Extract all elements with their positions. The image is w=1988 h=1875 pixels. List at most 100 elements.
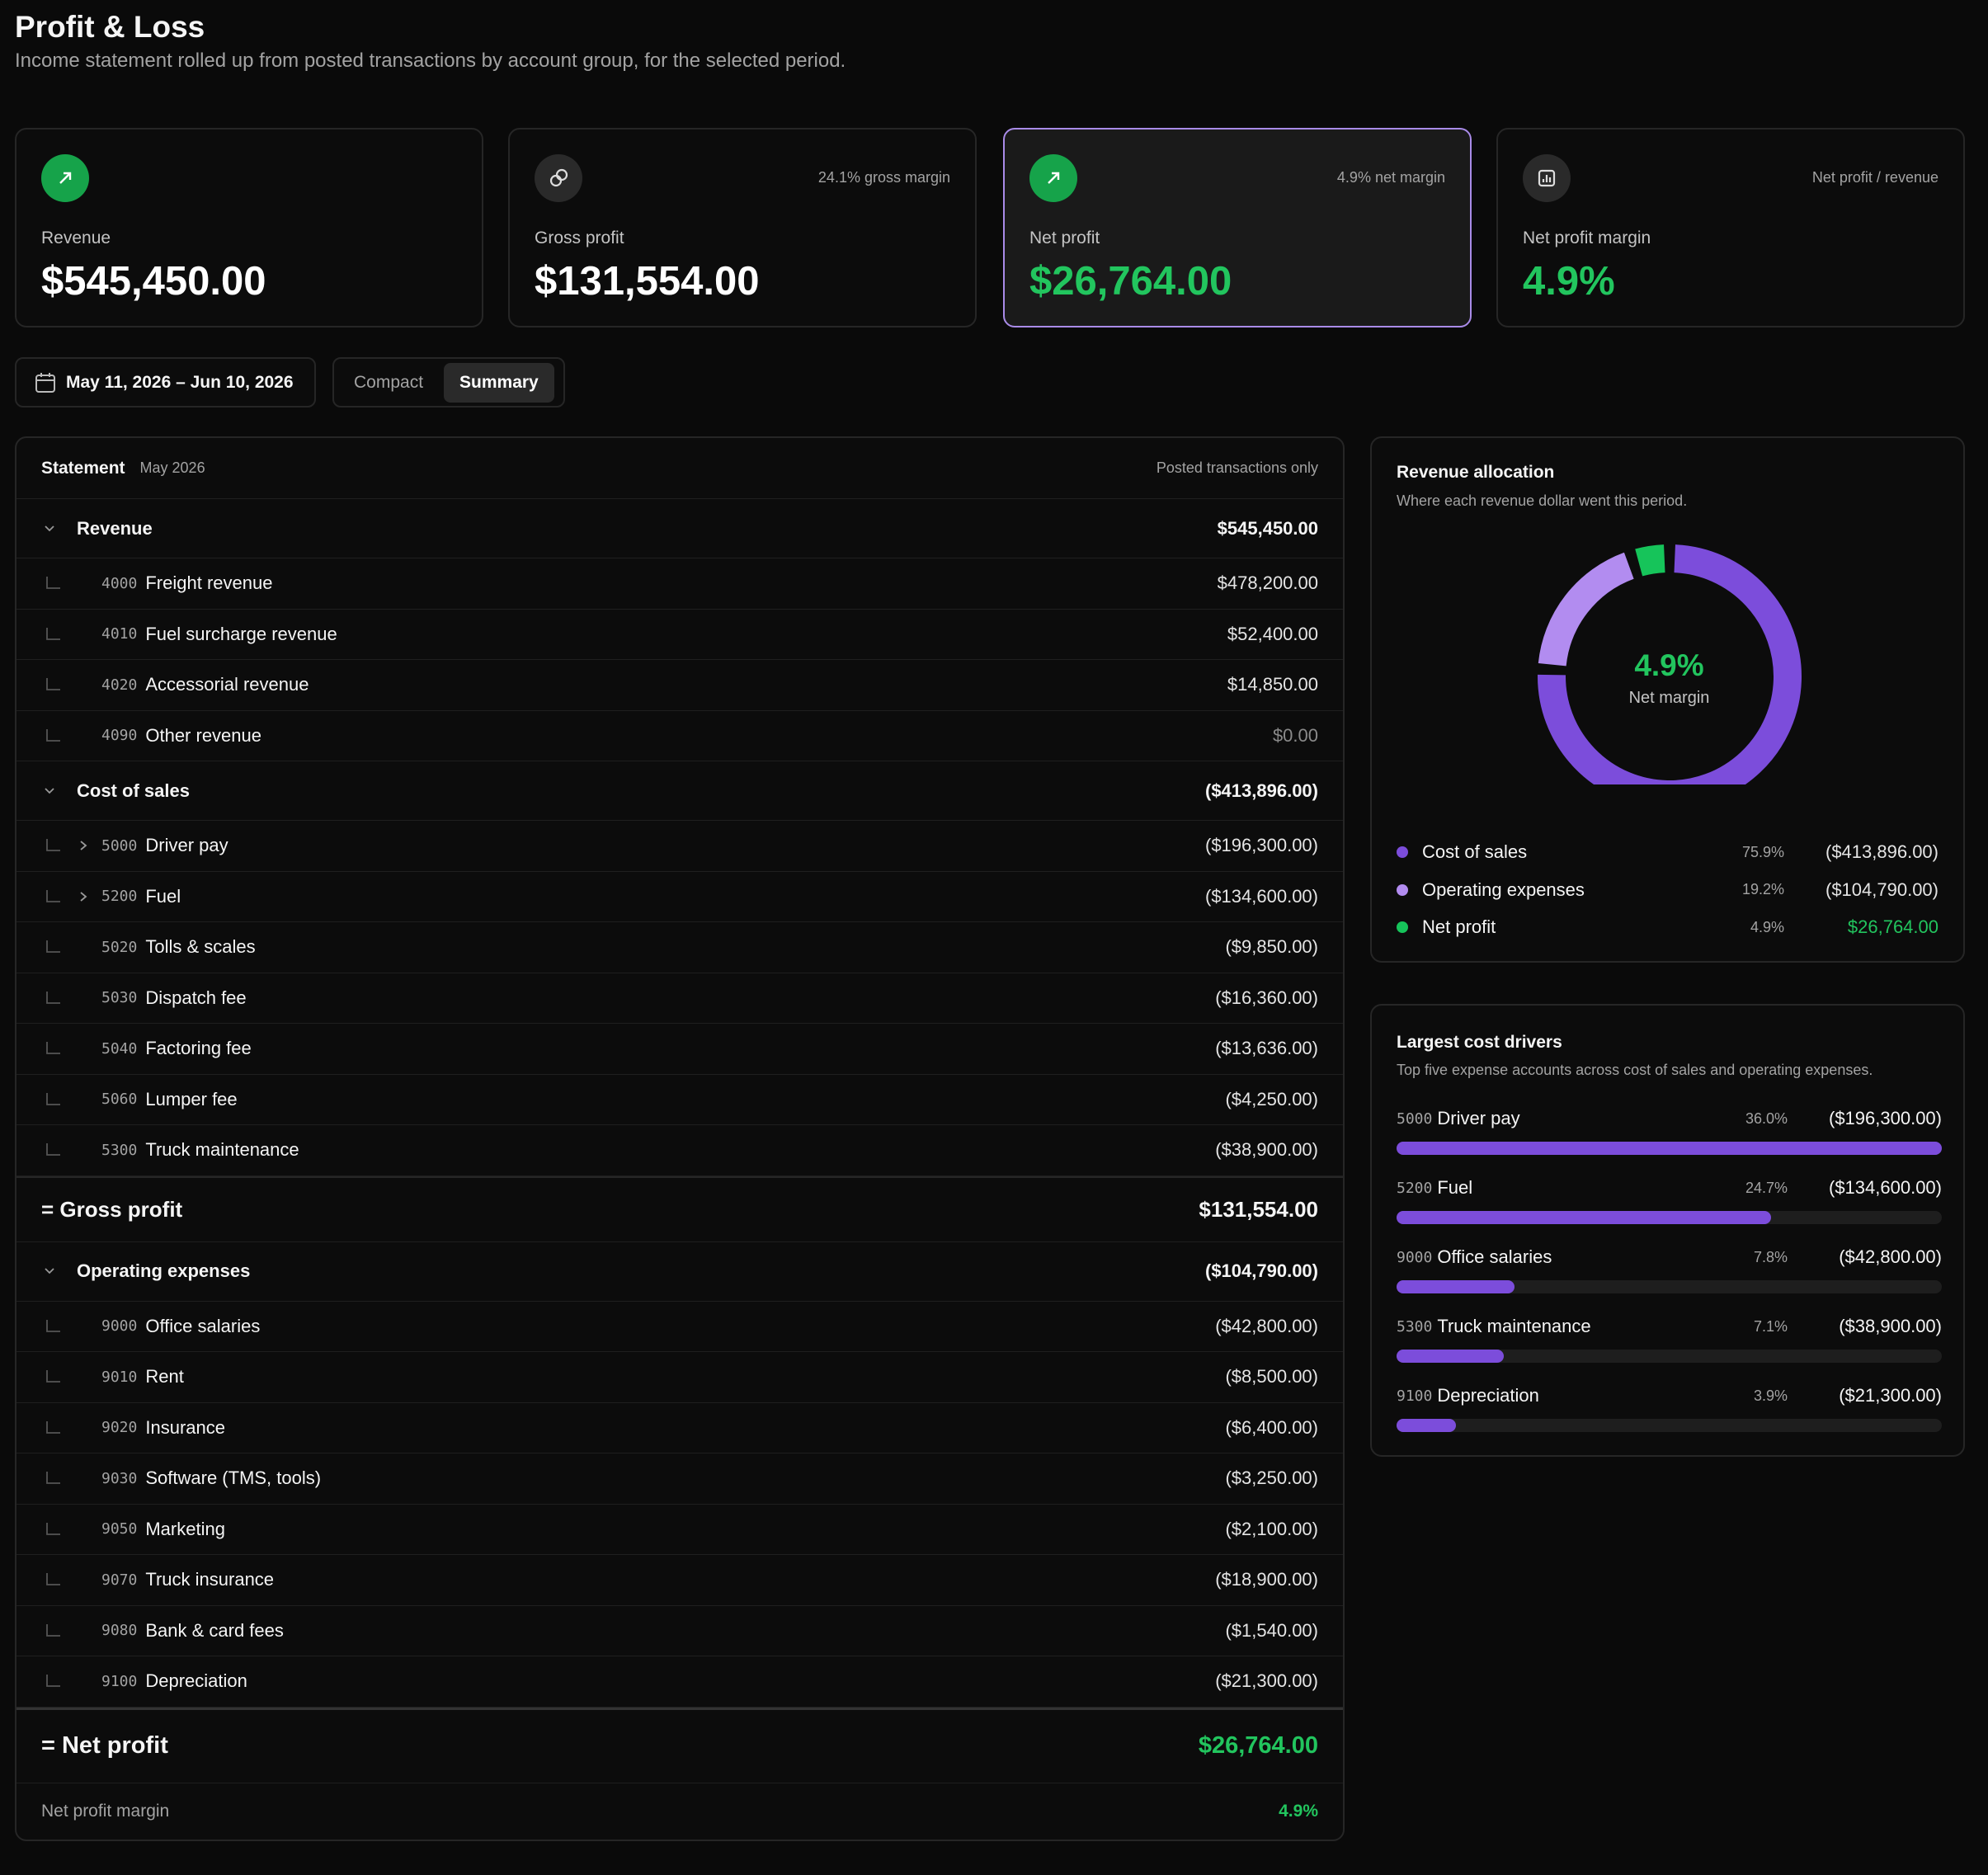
tree-elbow-part <box>46 1092 60 1105</box>
legend-share: 19.2% <box>1741 881 1784 897</box>
tree-elbow-part <box>46 627 60 640</box>
tree-elbow-part <box>46 1420 60 1434</box>
kpi-icon <box>1029 154 1077 202</box>
tree-elbow-part <box>46 839 60 852</box>
kpi-icon-glyph <box>555 168 568 181</box>
account-row: 4090 Other revenue $0.00 <box>16 711 1343 761</box>
legend-name: Operating expenses <box>1422 879 1585 900</box>
account-code: 4020 <box>101 676 138 694</box>
group-total: $545,450.00 <box>1217 517 1318 539</box>
legend-amount: ($104,790.00) <box>1825 879 1939 900</box>
kpi-icon-glyph <box>1542 175 1552 182</box>
account-amount: ($6,400.00) <box>1225 1416 1318 1438</box>
account-amount: ($13,636.00) <box>1215 1038 1318 1059</box>
tree-elbow-part <box>46 1573 60 1586</box>
account-row: 9020 Insurance ($6,400.00) <box>16 1403 1343 1453</box>
tree-elbow <box>46 627 60 640</box>
account-row: 5020 Tolls & scales ($9,850.00) <box>16 922 1343 973</box>
kpi-label: Revenue <box>41 228 111 247</box>
account-amount: ($134,600.00) <box>1205 885 1318 907</box>
expand-chevron-part <box>80 892 87 902</box>
legend-name: Cost of sales <box>1422 841 1528 862</box>
allocation-subtitle: Where each revenue dollar went this peri… <box>1397 492 1688 509</box>
driver-name: Driver pay <box>1437 1108 1520 1128</box>
account-code: 5060 <box>101 1091 138 1109</box>
account-code: 5030 <box>101 989 138 1007</box>
collapse-chevron <box>45 1268 54 1274</box>
driver-code: 9000 <box>1397 1248 1433 1266</box>
account-code: 9070 <box>101 1571 138 1589</box>
net-profit-label: = Net profit <box>41 1732 168 1759</box>
kpi-note: Net profit / revenue <box>1811 169 1939 186</box>
view-toggle: Compact Summary <box>332 357 565 408</box>
legend-dot <box>1397 921 1408 933</box>
account-row: 9000 Office salaries ($42,800.00) <box>16 1302 1343 1352</box>
allocation-title: Revenue allocation <box>1397 463 1555 482</box>
kpi-value: $26,764.00 <box>1029 259 1232 304</box>
tree-elbow <box>46 1092 60 1105</box>
account-row[interactable]: 5000 Driver pay ($196,300.00) <box>16 821 1343 872</box>
collapse-chevron-part <box>45 1268 54 1274</box>
account-name: Insurance <box>145 1416 225 1438</box>
tree-elbow <box>46 1623 60 1637</box>
account-amount: ($8,500.00) <box>1225 1366 1318 1387</box>
legend-share: 4.9% <box>1750 918 1784 935</box>
legend-name: Net profit <box>1422 916 1496 937</box>
driver-track <box>1397 1350 1942 1363</box>
driver-name: Depreciation <box>1437 1385 1539 1406</box>
tree-elbow-part <box>46 1472 60 1485</box>
statement-title: Statement <box>41 458 125 478</box>
group-row[interactable]: Cost of sales ($413,896.00) <box>16 761 1343 821</box>
group-row[interactable]: Operating expenses ($104,790.00) <box>16 1242 1343 1302</box>
statement-note: Posted transactions only <box>1156 459 1318 476</box>
driver-amount: ($134,600.00) <box>1829 1177 1942 1198</box>
account-amount: ($196,300.00) <box>1205 835 1318 856</box>
tree-elbow <box>46 728 60 742</box>
group-row[interactable]: Revenue $545,450.00 <box>16 499 1343 558</box>
expand-chevron <box>80 892 87 902</box>
calendar-icon <box>35 372 55 393</box>
account-name: Marketing <box>145 1518 225 1539</box>
kpi-icon <box>1523 154 1571 202</box>
date-range-button[interactable]: May 11, 2026 – Jun 10, 2026 <box>15 357 316 408</box>
kpi-card: Net profit / revenue Net profit margin 4.9… <box>1496 128 1965 327</box>
account-code: 9050 <box>101 1520 138 1538</box>
donut-segment <box>1538 552 1634 667</box>
tree-elbow-part <box>46 940 60 954</box>
net-margin-label: Net profit margin <box>41 1801 170 1821</box>
driver-amount: ($42,800.00) <box>1839 1246 1942 1267</box>
account-name: Truck insurance <box>145 1569 275 1590</box>
account-row[interactable]: 5200 Fuel ($134,600.00) <box>16 872 1343 922</box>
legend-share: 75.9% <box>1741 843 1784 860</box>
driver-amount: ($38,900.00) <box>1839 1316 1942 1336</box>
tree-elbow <box>46 889 60 902</box>
driver-track <box>1397 1211 1942 1224</box>
view-option[interactable]: Summary <box>444 362 554 403</box>
collapse-chevron <box>45 525 54 531</box>
driver-code: 5000 <box>1397 1109 1433 1128</box>
account-amount: ($42,800.00) <box>1215 1315 1318 1336</box>
account-name: Bank & card fees <box>145 1619 284 1641</box>
donut-center-label: Net margin <box>1628 689 1710 707</box>
statement-header: Statement May 2026 Posted transactions onl… <box>16 438 1343 499</box>
gross-profit-row: = Gross profit $131,554.00 <box>16 1175 1343 1242</box>
date-range: May 11, 2026 – Jun 10, 2026 <box>66 372 294 392</box>
tree-elbow-part <box>46 1319 60 1332</box>
account-name: Factoring fee <box>145 1038 252 1059</box>
tree-elbow-part <box>46 1623 60 1637</box>
account-code: 5200 <box>101 888 138 906</box>
driver-bar <box>1397 1280 1515 1293</box>
group-name: Operating expenses <box>77 1260 251 1281</box>
account-row: 5300 Truck maintenance ($38,900.00) <box>16 1125 1343 1176</box>
account-row: 9030 Software (TMS, tools) ($3,250.00) <box>16 1453 1343 1505</box>
net-profit-row: = Net profit $26,764.00 <box>16 1707 1343 1783</box>
account-name: Driver pay <box>145 835 228 856</box>
expand-chevron-part <box>80 841 87 850</box>
driver-track <box>1397 1280 1942 1293</box>
view-option[interactable]: Compact <box>354 372 424 392</box>
account-name: Office salaries <box>145 1315 261 1336</box>
tree-elbow-part <box>46 991 60 1004</box>
driver-name: Fuel <box>1437 1177 1473 1198</box>
account-amount: ($1,540.00) <box>1225 1619 1318 1641</box>
